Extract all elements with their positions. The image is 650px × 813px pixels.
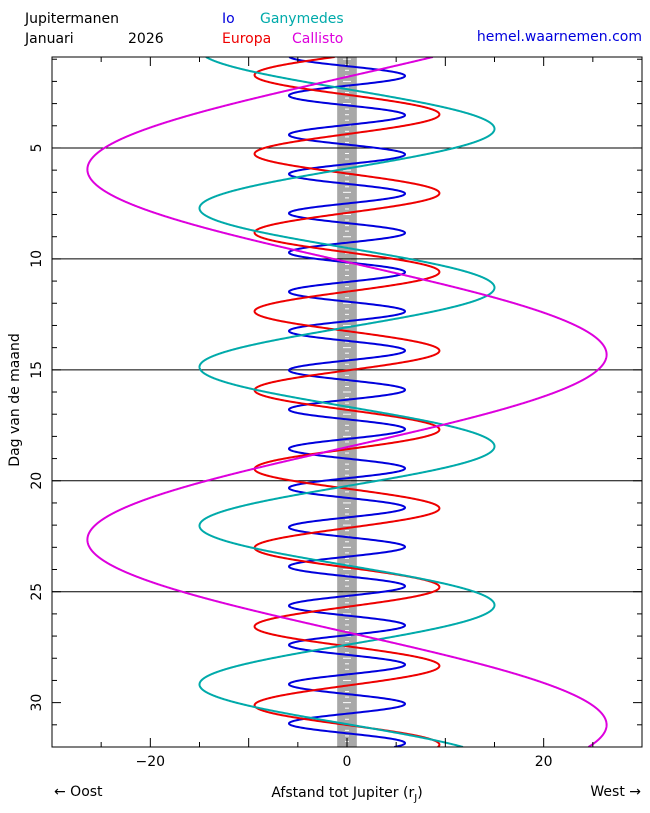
series-ganymedes	[198, 57, 496, 747]
legend-io: Io	[222, 11, 235, 27]
x-axis-label-end: )	[417, 785, 422, 801]
y-tick-label: 25	[29, 583, 45, 601]
site-link[interactable]: hemel.waarnemen.com	[476, 29, 642, 45]
y-tick-label: 20	[29, 472, 45, 490]
y-tick-label: 5	[29, 144, 45, 153]
x-axis-label: Afstand tot Jupiter (rJ)	[271, 785, 422, 804]
x-axis-label-sub: J	[413, 793, 417, 804]
series-europa	[253, 57, 441, 747]
legend-ganymedes: Ganymedes	[260, 11, 344, 27]
series-callisto	[86, 57, 608, 747]
east-direction-label: ← Oost	[54, 784, 103, 800]
month-label: Januari	[25, 31, 74, 47]
app-title: Jupitermanen	[25, 11, 119, 27]
y-tick-label: 30	[29, 694, 45, 712]
y-tick-label: 10	[29, 250, 45, 268]
x-tick-label: −20	[136, 754, 166, 770]
jupiter-band	[337, 57, 357, 747]
series-io	[287, 57, 407, 747]
x-tick-label: 0	[343, 754, 352, 770]
legend-europa: Europa	[222, 31, 272, 47]
west-direction-label: West →	[590, 784, 641, 800]
x-axis-label-main: Afstand tot Jupiter (r	[271, 785, 414, 801]
x-tick-label: 20	[535, 754, 553, 770]
year-label: 2026	[128, 31, 164, 47]
y-tick-label: 15	[29, 361, 45, 379]
legend-callisto: Callisto	[292, 31, 344, 47]
y-axis-label: Dag van de maand	[7, 333, 23, 466]
plot-area: −20 0 20 5 10 15 20 25 30	[29, 56, 643, 770]
